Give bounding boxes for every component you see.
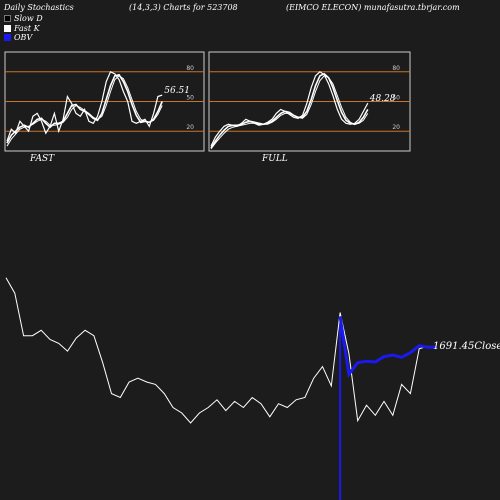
price-obv-panel: 1691.45Close xyxy=(5,277,500,500)
legend-item-obv: OBV xyxy=(4,33,32,42)
series-full-k xyxy=(210,71,369,147)
level-tick-label: 50 xyxy=(392,95,400,102)
legend-label-fast-k: Fast K xyxy=(14,24,40,33)
fast-panel-label: FAST xyxy=(29,154,55,164)
obv-line xyxy=(338,316,437,379)
level-tick-label: 20 xyxy=(392,124,400,131)
last-value-label: 56.51 xyxy=(164,86,190,96)
legend-label-obv: OBV xyxy=(14,33,33,42)
level-tick-label: 20 xyxy=(186,124,194,131)
level-tick-label: 80 xyxy=(392,65,400,72)
level-tick-label: 50 xyxy=(186,95,194,102)
series-slow-d xyxy=(6,73,163,144)
level-tick-label: 80 xyxy=(186,65,194,72)
chart-subtitle: (14,3,3) Charts for 523708 xyxy=(129,3,238,12)
chart-title: Daily Stochastics xyxy=(4,3,74,12)
series-extra xyxy=(210,75,369,150)
legend-swatch-slow-d xyxy=(4,15,11,22)
series-fast-k xyxy=(6,70,163,142)
chart-source: (EIMCO ELECON) munafasutra.tbrjar.com xyxy=(286,3,460,12)
full-panel-label: FULL xyxy=(261,154,288,164)
fast-stochastic-panel: 80 50 20 56.51 xyxy=(4,51,205,152)
legend-label-slow-d: Slow D xyxy=(14,14,43,23)
price-line xyxy=(5,277,429,424)
full-stochastic-panel: 80 50 20 48.28 xyxy=(208,51,411,152)
legend-item-fast-k: Fast K xyxy=(4,24,40,33)
series-full-d xyxy=(210,72,369,149)
close-value-label: 1691.45Close xyxy=(433,341,500,352)
legend-swatch-obv xyxy=(4,34,11,41)
series-extra xyxy=(6,75,163,147)
legend-item-slow-d: Slow D xyxy=(4,14,43,23)
last-value-label: 48.28 xyxy=(369,94,396,104)
legend-swatch-fast-k xyxy=(4,25,11,32)
